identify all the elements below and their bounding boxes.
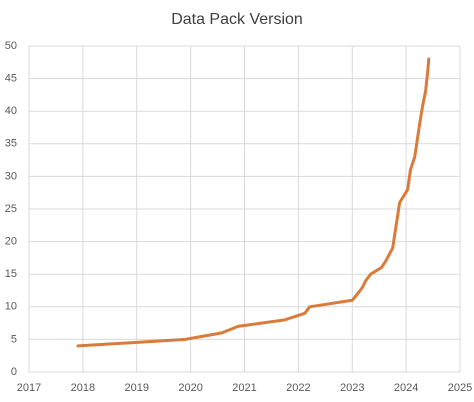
x-tick-label: 2018 — [71, 382, 95, 394]
y-tick-label: 40 — [5, 105, 17, 117]
y-tick-label: 20 — [5, 236, 17, 248]
y-tick-label: 45 — [5, 73, 17, 85]
chart-title: Data Pack Version — [171, 11, 303, 28]
y-tick-label: 30 — [5, 170, 17, 182]
y-tick-label: 5 — [11, 333, 17, 345]
y-tick-label: 10 — [5, 301, 17, 313]
x-tick-label: 2024 — [394, 382, 418, 394]
y-tick-label: 50 — [5, 40, 17, 52]
x-tick-label: 2021 — [232, 382, 256, 394]
x-tick-label: 2020 — [178, 382, 202, 394]
data-line — [76, 57, 431, 348]
y-tick-label: 0 — [11, 366, 17, 378]
x-tick-label: 2023 — [340, 382, 364, 394]
x-tick-label: 2022 — [286, 382, 310, 394]
x-tick-label: 2025 — [448, 382, 472, 394]
x-tick-label: 2019 — [125, 382, 149, 394]
y-tick-label: 15 — [5, 268, 17, 280]
y-tick-label: 35 — [5, 138, 17, 150]
x-tick-label: 2017 — [17, 382, 41, 394]
y-tick-label: 25 — [5, 203, 17, 215]
